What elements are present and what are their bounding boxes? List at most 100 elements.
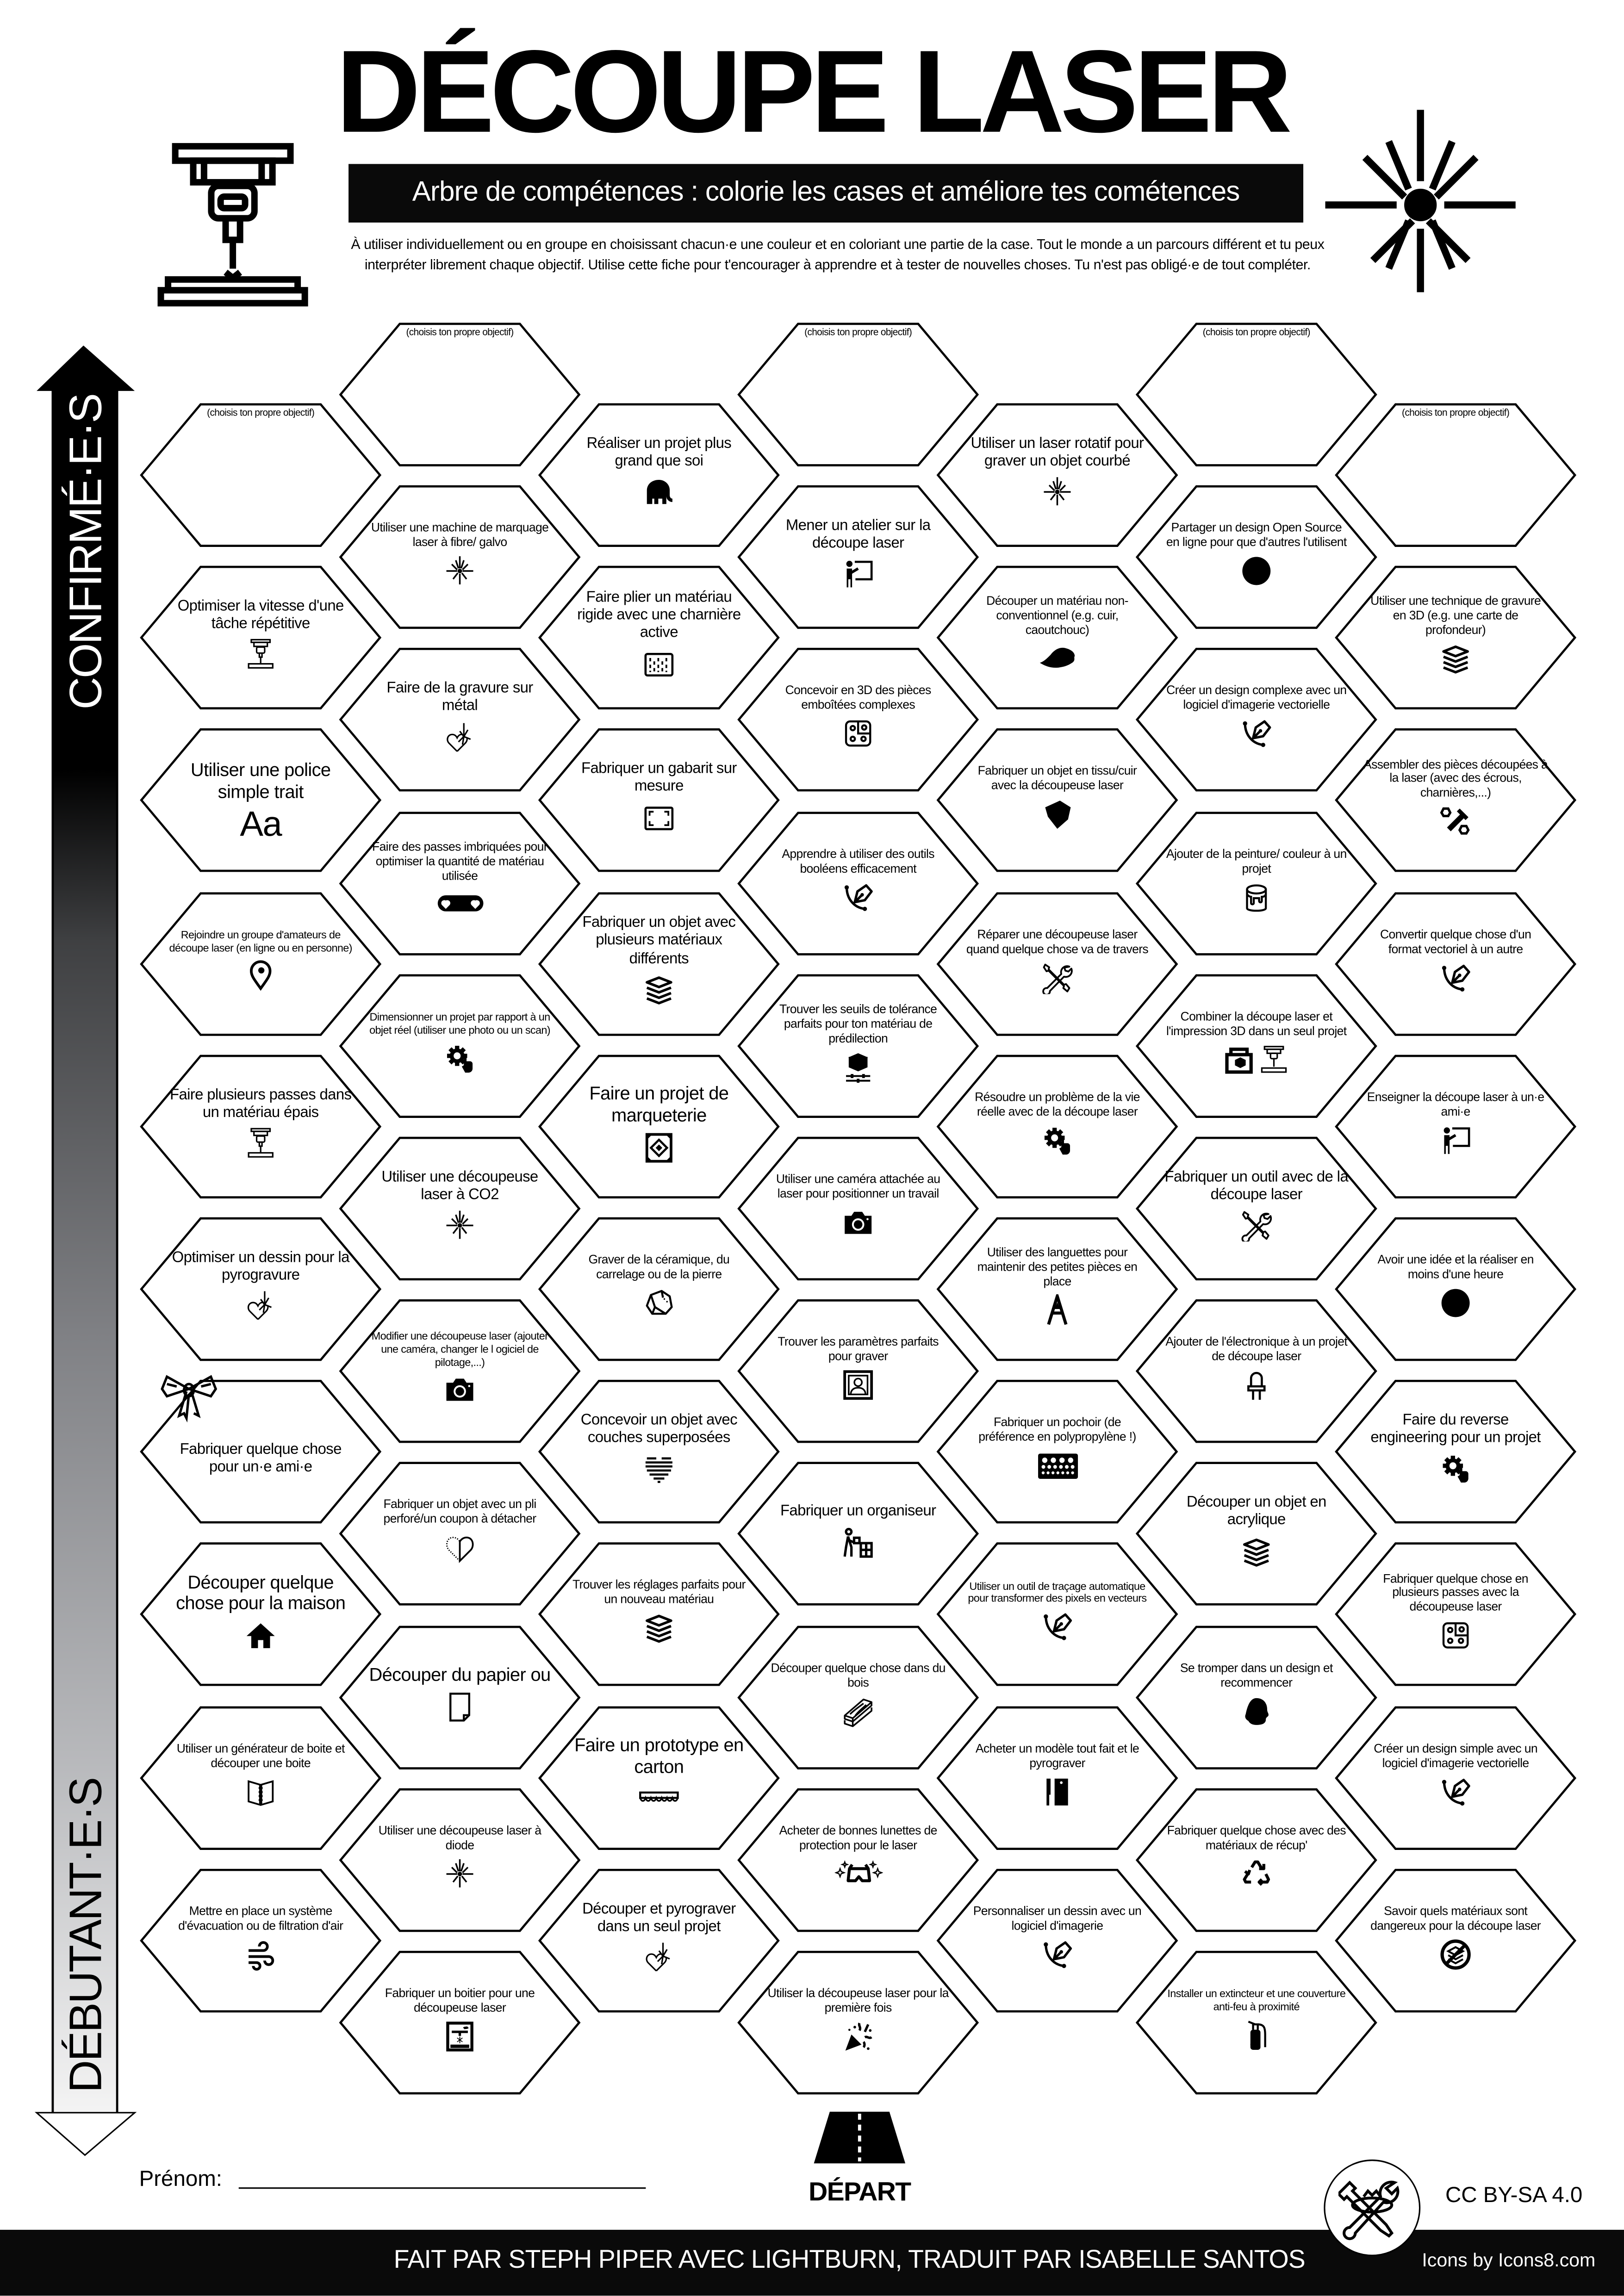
- skill-cell[interactable]: Utiliser une découpeuse laser à CO2: [338, 1136, 581, 1281]
- skill-cell[interactable]: Combiner la découpe laser et l'impressio…: [1135, 973, 1378, 1118]
- skill-cell[interactable]: Personnaliser un dessin avec un logiciel…: [936, 1868, 1179, 2013]
- pen-tool-icon: [842, 881, 874, 920]
- skill-label: Apprendre à utiliser des outils booléens…: [782, 845, 934, 875]
- custom-goal-cell[interactable]: (choisis ton propre objectif): [1135, 322, 1378, 467]
- skill-cell[interactable]: Fabriquer quelque chose pour un·e ami·e: [139, 1375, 382, 1524]
- subtitle: Arbre de compétences : colorie les cases…: [412, 177, 1240, 208]
- skill-label: Faire des passes imbriquées pour optimis…: [372, 838, 548, 882]
- puzzle-board-icon: [842, 718, 874, 757]
- skill-cell[interactable]: Installer un extincteur et une couvertur…: [1135, 1950, 1378, 2095]
- skill-cell[interactable]: Faire un projet de marqueterie: [537, 1054, 780, 1199]
- custom-goal-cell[interactable]: (choisis ton propre objectif): [139, 403, 382, 547]
- skill-cell[interactable]: Réaliser un projet plus grand que soi: [537, 403, 780, 547]
- skill-cell[interactable]: Fabriquer un organiseur: [737, 1462, 980, 1607]
- hexagon-outline: [1335, 1054, 1577, 1198]
- skill-label: Se tromper dans un design et recommencer: [1180, 1660, 1333, 1689]
- skill-cell[interactable]: Utiliser une technique de gravure en 3D …: [1334, 565, 1577, 710]
- skill-cell[interactable]: Créer un design simple avec un logiciel …: [1334, 1705, 1577, 1850]
- skill-cell[interactable]: Faire du reverse engineering pour un pro…: [1334, 1379, 1577, 1524]
- skill-cell[interactable]: Utiliser une découpeuse laser à diode: [338, 1787, 581, 1932]
- skill-cell[interactable]: Utiliser des languettes pour maintenir d…: [936, 1216, 1179, 1361]
- skill-cell[interactable]: Fabriquer un objet avec un pli perforé/u…: [338, 1462, 581, 1607]
- skill-label: Utiliser un laser rotatif pour graver un…: [971, 436, 1145, 470]
- skill-cell[interactable]: Partager un design Open Source en ligne …: [1135, 485, 1378, 630]
- name-input-line[interactable]: [238, 2187, 646, 2190]
- skill-cell[interactable]: Fabriquer un objet avec plusieurs matéri…: [537, 891, 780, 1036]
- skill-cell[interactable]: Se tromper dans un design et recommencer: [1135, 1625, 1378, 1769]
- skill-cell[interactable]: Découper quelque chose pour la maison: [139, 1542, 382, 1687]
- road-icon: [809, 2110, 911, 2172]
- skill-cell[interactable]: Créer un design complexe avec un logicie…: [1135, 648, 1378, 793]
- skill-cell[interactable]: Ajouter de la peinture/ couleur à un pro…: [1135, 811, 1378, 956]
- skill-cell[interactable]: Fabriquer quelque chose en plusieurs pas…: [1334, 1542, 1577, 1687]
- skill-cell[interactable]: Résoudre un problème de la vie réelle av…: [936, 1054, 1179, 1199]
- skill-cell[interactable]: Trouver les paramètres parfaits pour gra…: [737, 1299, 980, 1444]
- skill-cell[interactable]: Rejoindre un groupe d'amateurs de découp…: [139, 891, 382, 1036]
- skill-cell[interactable]: Ajouter de l'électronique à un projet de…: [1135, 1299, 1378, 1444]
- skill-cell[interactable]: Convertir quelque chose d'un format vect…: [1334, 891, 1577, 1036]
- skill-cell[interactable]: Découper un matériau non-conventionnel (…: [936, 565, 1179, 710]
- skill-cell[interactable]: Acheter de bonnes lunettes de protection…: [737, 1787, 980, 1932]
- arrow-head-up: [37, 345, 135, 391]
- skill-cell[interactable]: Avoir une idée et la réaliser en moins d…: [1334, 1216, 1577, 1361]
- skill-cell[interactable]: Trouver les réglages parfaits pour un no…: [537, 1542, 780, 1687]
- skill-cell[interactable]: Utiliser une machine de marquage laser à…: [338, 485, 581, 630]
- skill-cell[interactable]: Mettre en place un système d'évacuation …: [139, 1868, 382, 2013]
- hexagon-outline: [737, 811, 979, 955]
- skill-cell[interactable]: Découper quelque chose dans du bois: [737, 1625, 980, 1769]
- skill-cell[interactable]: Réparer une découpeuse laser quand quelq…: [936, 891, 1179, 1036]
- skill-cell[interactable]: Apprendre à utiliser des outils booléens…: [737, 811, 980, 956]
- skill-cell[interactable]: Graver de la céramique, du carrelage ou …: [537, 1216, 780, 1361]
- skill-cell[interactable]: Utiliser un laser rotatif pour graver un…: [936, 403, 1179, 547]
- skill-cell[interactable]: Utiliser un outil de traçage automatique…: [936, 1542, 1179, 1687]
- skill-cell[interactable]: Faire un prototype en carton: [537, 1705, 780, 1850]
- skill-cell[interactable]: Faire de la gravure sur métal: [338, 648, 581, 793]
- skill-cell[interactable]: Utiliser une caméra attachée au laser po…: [737, 1136, 980, 1281]
- skill-cell[interactable]: Utiliser la découpeuse laser pour la pre…: [737, 1950, 980, 2095]
- skill-cell[interactable]: Modifier une découpeuse laser (ajouter u…: [338, 1299, 581, 1444]
- skill-cell[interactable]: Découper du papier ou: [338, 1625, 581, 1769]
- beginner-label: DÉBUTANT·E·S: [60, 1778, 112, 2093]
- skill-cell[interactable]: Enseigner la découpe laser à un·e ami·e: [1334, 1054, 1577, 1199]
- skill-cell[interactable]: Fabriquer un boitier pour une découpeuse…: [338, 1950, 581, 2095]
- paper-icon: [444, 1691, 476, 1731]
- skill-cell[interactable]: Concevoir en 3D des pièces emboîtées com…: [737, 648, 980, 793]
- skill-cell[interactable]: Optimiser la vitesse d'une tâche répétit…: [139, 565, 382, 710]
- skill-cell[interactable]: Trouver les seuils de tolérance parfaits…: [737, 973, 980, 1118]
- skill-label: Enseigner la découpe laser à un·e ami·e: [1367, 1089, 1544, 1118]
- skill-cell[interactable]: Fabriquer un gabarit sur mesure: [537, 728, 780, 873]
- skill-cell[interactable]: Utiliser une police simple trait Aa: [139, 728, 382, 873]
- skill-cell[interactable]: Fabriquer quelque chose avec des matéria…: [1135, 1787, 1378, 1932]
- skill-cell[interactable]: Faire plier un matériau rigide avec une …: [537, 565, 780, 710]
- hexagon-outline: [1135, 1625, 1377, 1769]
- skill-cell[interactable]: Acheter un modèle tout fait et le pyrogr…: [936, 1705, 1179, 1850]
- custom-goal-cell[interactable]: (choisis ton propre objectif): [737, 322, 980, 467]
- skill-cell[interactable]: Mener un atelier sur la découpe laser: [737, 485, 980, 630]
- custom-goal-cell[interactable]: (choisis ton propre objectif): [338, 322, 581, 467]
- skill-cell[interactable]: Découper un objet en acrylique: [1135, 1462, 1378, 1607]
- skill-label: Utiliser un outil de traçage automatique…: [968, 1579, 1147, 1606]
- hexagon-outline: [737, 648, 979, 792]
- cell-content: Utiliser une technique de gravure en 3D …: [1363, 574, 1548, 703]
- skill-cell[interactable]: Fabriquer un pochoir (de préférence en p…: [936, 1379, 1179, 1524]
- skill-cell[interactable]: Fabriquer un outil avec de la découpe la…: [1135, 1136, 1378, 1281]
- cell-content: Trouver les seuils de tolérance parfaits…: [766, 982, 951, 1111]
- hexagon-outline: [140, 566, 382, 710]
- skill-cell[interactable]: Assembler des pièces découpées à la lase…: [1334, 728, 1577, 873]
- skill-label: Ajouter de l'électronique à un projet de…: [1165, 1334, 1348, 1364]
- skill-cell[interactable]: Découper et pyrograver dans un seul proj…: [537, 1868, 780, 2013]
- skill-cell[interactable]: Faire plusieurs passes dans un matériau …: [139, 1054, 382, 1199]
- skill-label: Utiliser une caméra attachée au laser po…: [776, 1171, 940, 1201]
- stone-icon: [643, 1287, 675, 1326]
- skill-cell[interactable]: Fabriquer un objet en tissu/cuir avec la…: [936, 728, 1179, 873]
- skill-cell[interactable]: Dimensionner un projet par rapport à un …: [338, 973, 581, 1118]
- skill-cell[interactable]: Savoir quels matériaux sont dangereux po…: [1334, 1868, 1577, 2013]
- custom-goal-cell[interactable]: (choisis ton propre objectif): [1334, 403, 1577, 547]
- skill-cell[interactable]: Concevoir un objet avec couches superpos…: [537, 1379, 780, 1524]
- gear-hand-icon: [1439, 1453, 1472, 1492]
- skill-cell[interactable]: Optimiser un dessin pour la pyrogravure: [139, 1216, 382, 1361]
- camera-icon: [842, 1206, 874, 1246]
- hexagon-outline: [737, 974, 979, 1118]
- skill-cell[interactable]: Utiliser un générateur de boite et décou…: [139, 1705, 382, 1850]
- skill-cell[interactable]: Faire des passes imbriquées pour optimis…: [338, 811, 581, 956]
